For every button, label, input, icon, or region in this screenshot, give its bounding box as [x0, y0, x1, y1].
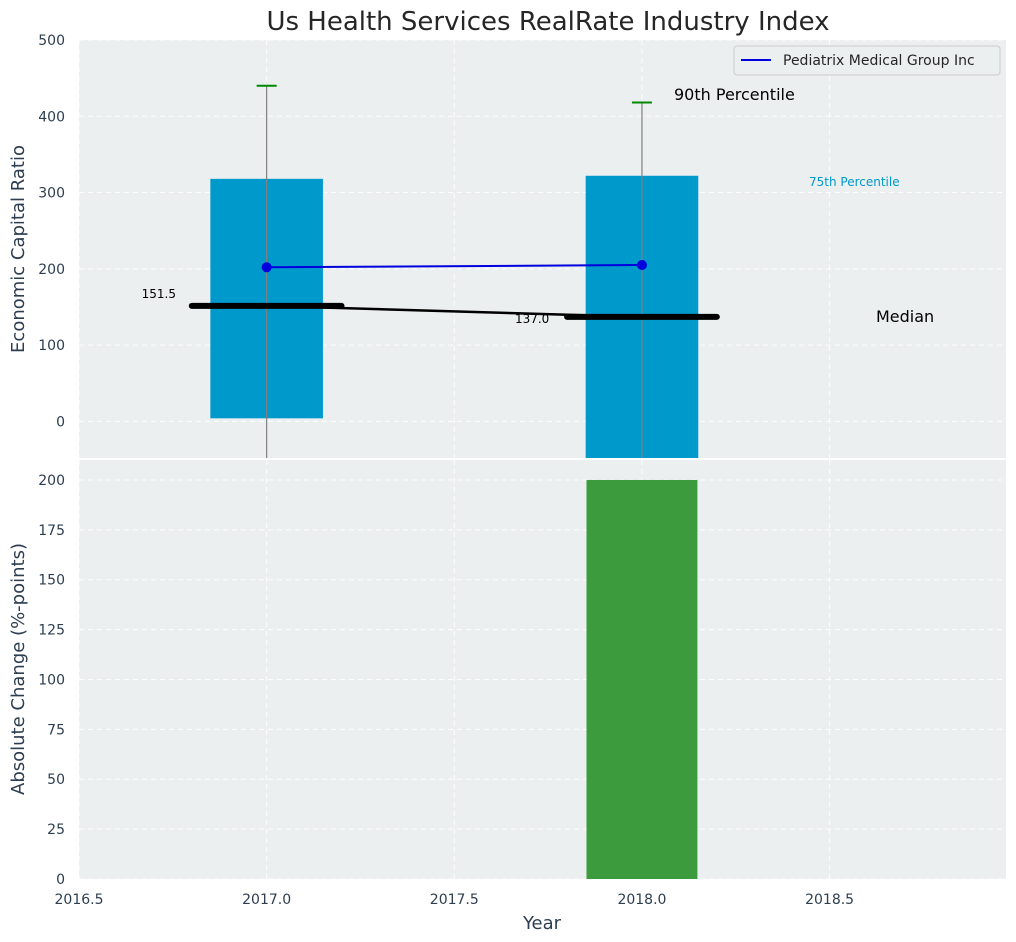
annotation-90th-percentile: 90th Percentile — [674, 85, 795, 104]
bottom-plot-area — [79, 460, 1006, 879]
annotation-75th-percentile: 75th Percentile — [809, 175, 900, 189]
legend-box — [733, 45, 1001, 76]
bottom-y-tick-label: 75 — [47, 722, 65, 738]
absolute-change-bar — [586, 479, 698, 879]
x-tick-label: 2018.0 — [617, 892, 666, 908]
bottom-y-tick-label: 0 — [56, 872, 65, 888]
top-y-tick-label: 300 — [38, 186, 65, 202]
bottom-y-tick-labels: 0 25 50 75 100 125 150 175 200 — [38, 473, 65, 888]
top-y-tick-label: 0 — [56, 414, 65, 430]
company-series-point — [261, 262, 272, 273]
company-series-point — [636, 260, 647, 271]
top-y-tick-labels: 0 100 200 300 400 500 — [38, 33, 65, 430]
company-series-line — [266, 264, 642, 269]
top-y-tick-label: 200 — [38, 262, 65, 278]
bottom-gridlines — [78, 460, 1006, 880]
bottom-y-tick-label: 150 — [38, 573, 65, 589]
bottom-marks — [586, 479, 698, 879]
top-y-axis-label: Economic Capital Ratio — [8, 145, 29, 353]
x-tick-labels: 2016.5 2017.0 2017.5 2018.0 2018.5 — [55, 892, 855, 908]
x-tick-label: 2017.5 — [430, 892, 479, 908]
legend-entry: Pediatrix Medical Group Inc — [783, 53, 975, 69]
top-y-tick-label: 400 — [38, 109, 65, 125]
median-value-label: 137.0 — [515, 312, 549, 326]
bottom-y-tick-label: 50 — [47, 772, 65, 788]
median-value-label: 151.5 — [142, 287, 176, 301]
annotation-median: Median — [876, 307, 934, 326]
x-tick-label: 2018.5 — [805, 892, 854, 908]
legend: Pediatrix Medical Group Inc — [733, 45, 1001, 76]
chart-title: Us Health Services RealRate Industry Ind… — [266, 7, 829, 37]
bottom-y-tick-label: 125 — [38, 623, 65, 639]
x-axis-label: Year — [522, 913, 562, 934]
x-tick-label: 2016.5 — [55, 892, 104, 908]
top-marks: 151.5 137.0 90th Percentile 75th Percentile… — [142, 84, 934, 458]
bottom-y-tick-label: 25 — [47, 822, 65, 838]
bottom-y-tick-label: 175 — [38, 523, 65, 539]
x-tick-label: 2017.0 — [242, 892, 291, 908]
bottom-y-tick-label: 200 — [38, 473, 65, 489]
bottom-y-tick-label: 100 — [38, 672, 65, 688]
top-y-tick-label: 500 — [38, 33, 65, 49]
bottom-y-axis-label: Absolute Change (%-points) — [8, 543, 29, 795]
top-y-tick-label: 100 — [38, 338, 65, 354]
